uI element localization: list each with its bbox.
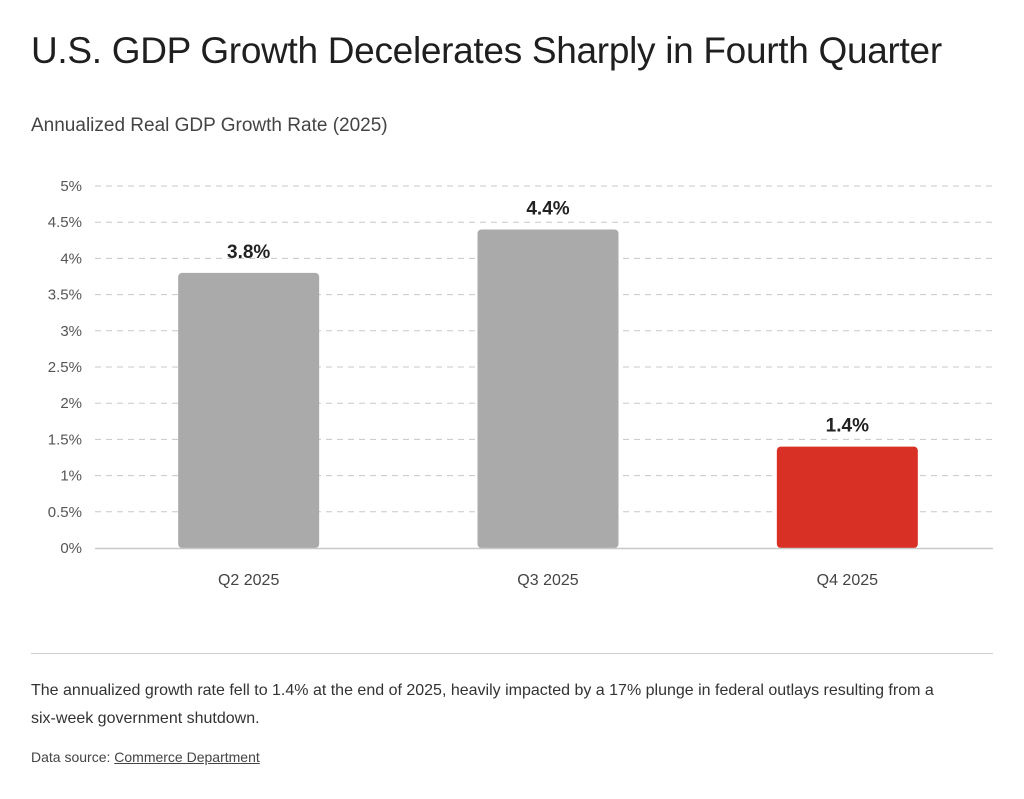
- bar: [178, 272, 320, 548]
- y-tick-label: 4.5%: [48, 214, 82, 231]
- y-tick-label: 3.5%: [48, 287, 82, 304]
- bar: [776, 446, 918, 548]
- chart-note: The annualized growth rate fell to 1.4% …: [31, 682, 934, 727]
- chart-title: U.S. GDP Growth Decelerates Sharply in F…: [31, 30, 942, 71]
- bar: [477, 229, 619, 548]
- x-tick-label: Q2 2025: [218, 572, 279, 589]
- y-tick-label: 4%: [60, 250, 82, 267]
- y-tick-label: 5%: [60, 178, 82, 195]
- y-tick-label: 1%: [60, 468, 82, 485]
- bar-chart: 0% 0.5% 1% 1.5% 2% 2.5% 3% 3.5% 4% 4.5% 5% 3.8% Q2 2…: [48, 178, 993, 589]
- x-tick-label: Q4 2025: [817, 572, 878, 589]
- source-label: Data source:: [31, 749, 111, 765]
- data-label: 3.8%: [227, 242, 270, 263]
- y-tick-label: 0%: [60, 540, 82, 557]
- data-label: 4.4%: [526, 198, 569, 219]
- y-tick-label: 1.5%: [48, 431, 82, 448]
- source-link[interactable]: Commerce Department: [114, 749, 260, 765]
- y-tick-label: 3%: [60, 323, 82, 340]
- x-tick-label: Q3 2025: [517, 572, 578, 589]
- data-source: Data source: Commerce Department: [31, 749, 260, 765]
- y-tick-label: 0.5%: [48, 504, 82, 521]
- y-tick-label: 2%: [60, 395, 82, 412]
- chart-subtitle: Annualized Real GDP Growth Rate (2025): [31, 115, 388, 136]
- data-label: 1.4%: [826, 416, 869, 437]
- divider: [31, 653, 993, 654]
- y-tick-label: 2.5%: [48, 359, 82, 376]
